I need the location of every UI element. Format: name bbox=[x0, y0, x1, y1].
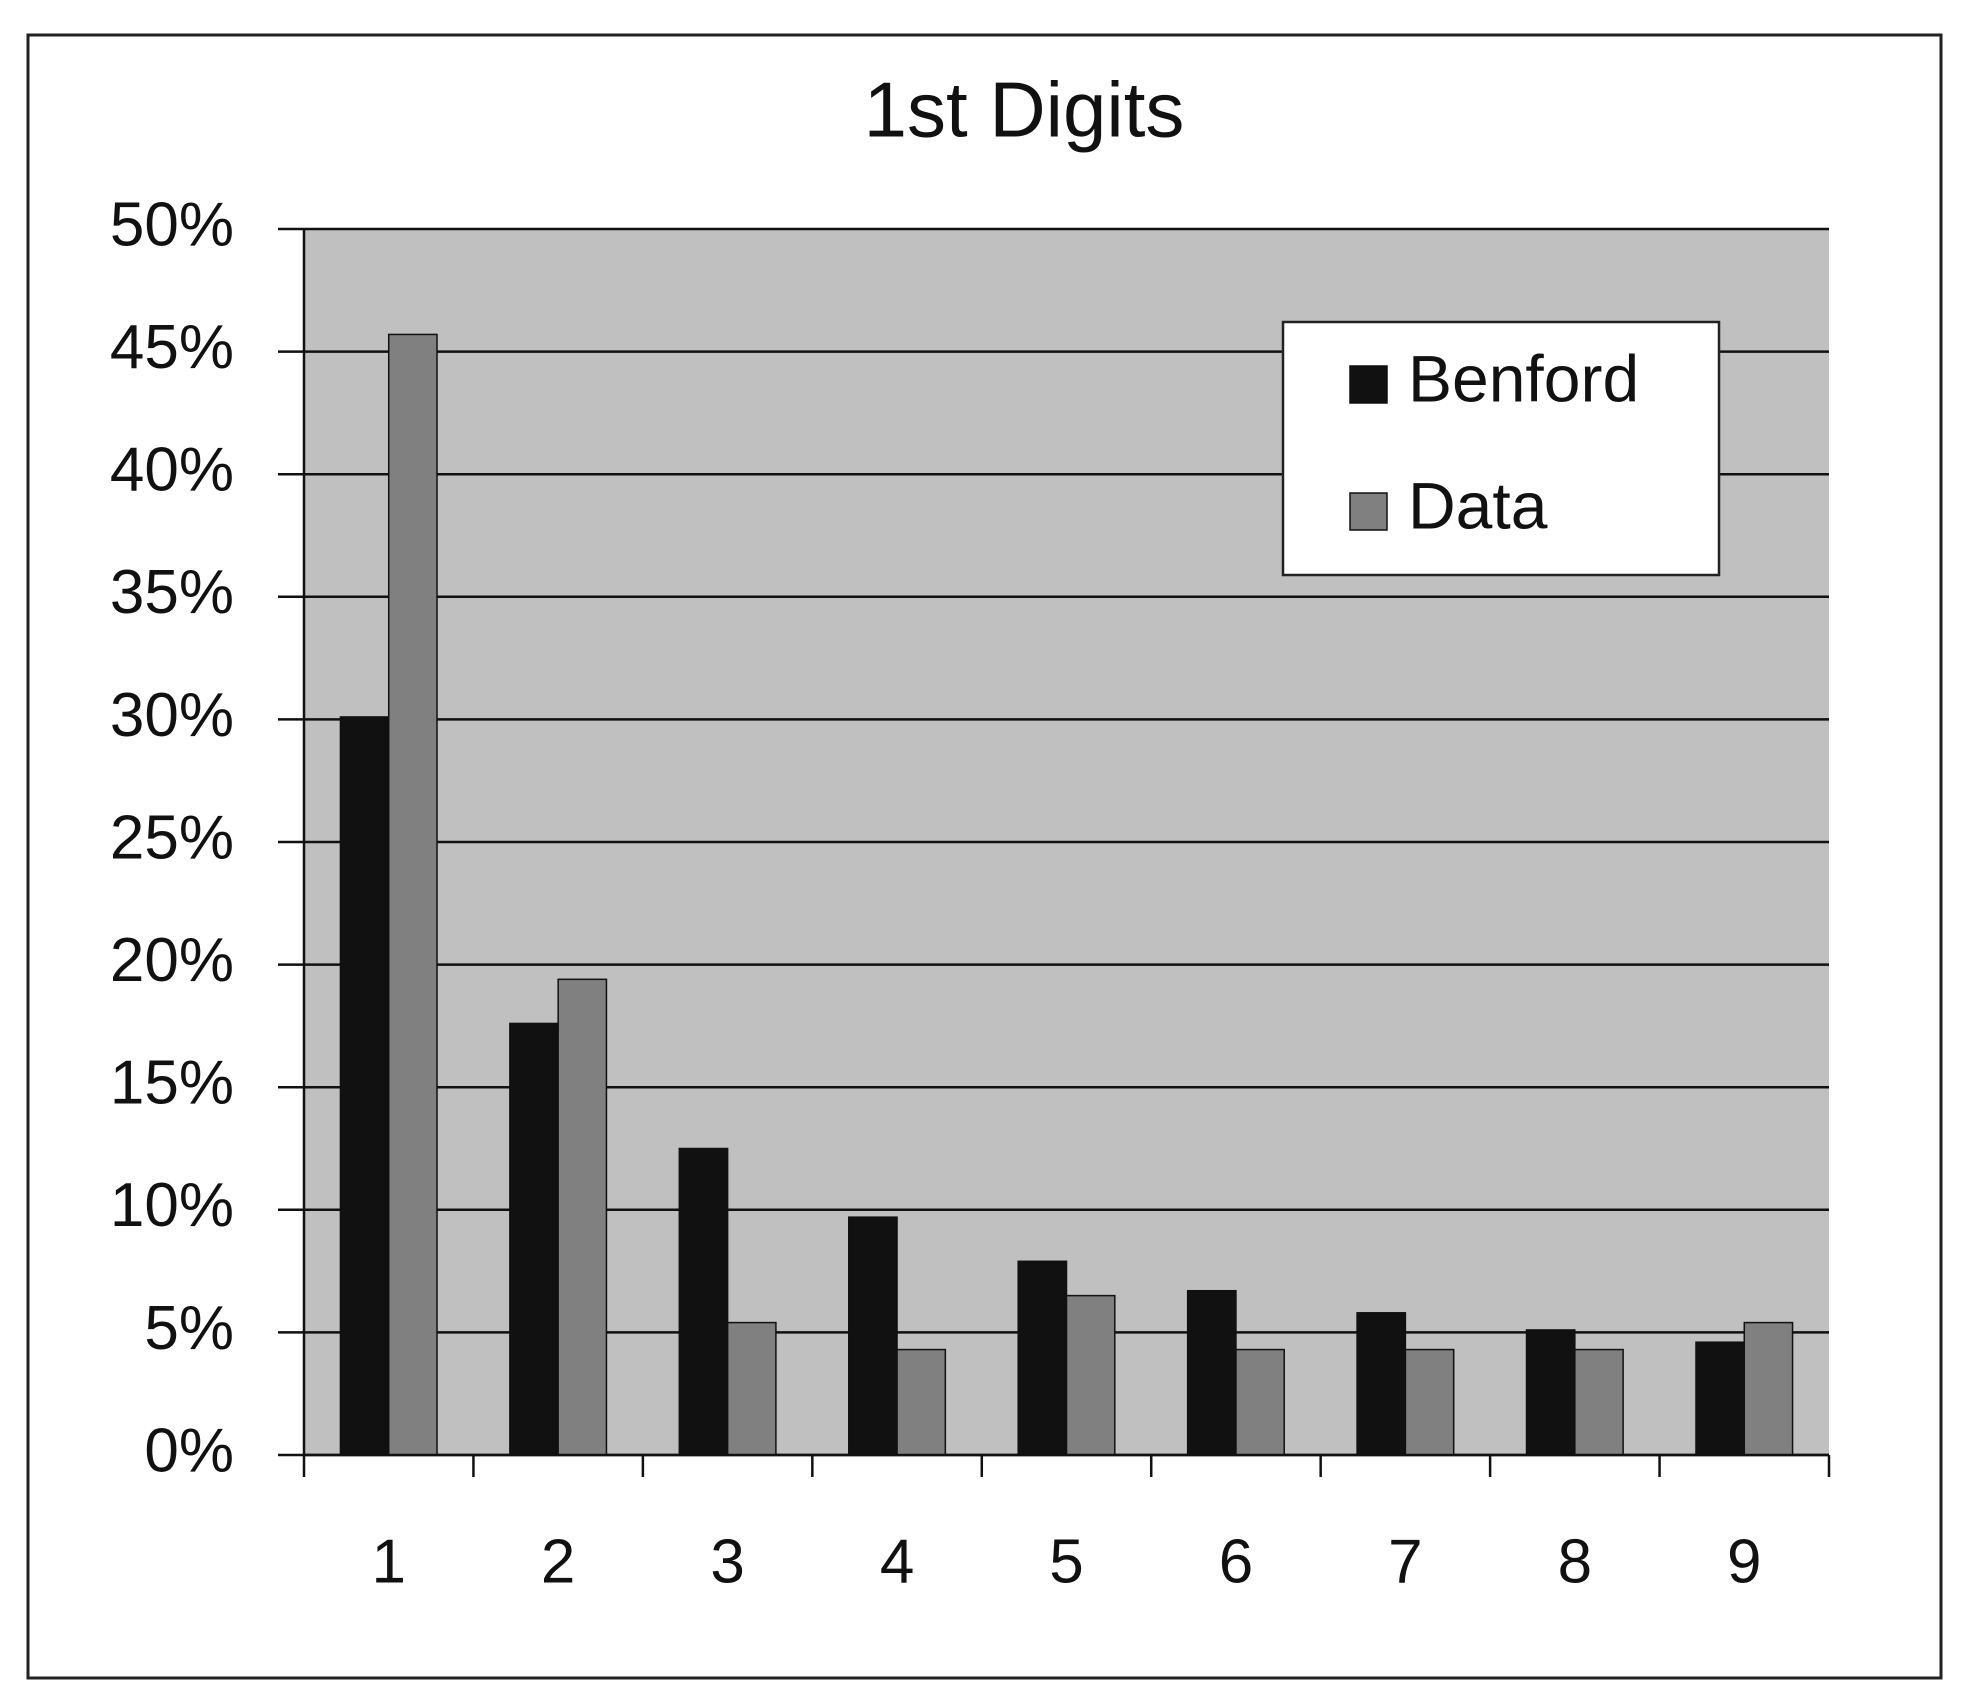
y-tick-label: 5% bbox=[144, 1294, 234, 1363]
y-tick-label: 40% bbox=[110, 436, 234, 505]
bar bbox=[1525, 1329, 1576, 1456]
y-tick-label: 25% bbox=[110, 803, 234, 872]
bar bbox=[1186, 1289, 1237, 1456]
y-tick-label: 10% bbox=[110, 1171, 234, 1240]
bar bbox=[1404, 1348, 1455, 1456]
bar bbox=[1017, 1260, 1068, 1456]
legend-label: Benford bbox=[1408, 341, 1639, 415]
bar bbox=[1235, 1348, 1285, 1456]
x-tick-label: 8 bbox=[1558, 1527, 1592, 1596]
legend-swatch bbox=[1349, 492, 1388, 531]
y-tick-label: 35% bbox=[110, 558, 234, 627]
y-tick-label: 45% bbox=[110, 313, 234, 382]
bar bbox=[848, 1216, 898, 1456]
bar bbox=[509, 1022, 559, 1456]
bar bbox=[1065, 1294, 1116, 1456]
x-tick-label: 1 bbox=[371, 1527, 405, 1596]
x-tick-label: 3 bbox=[710, 1527, 744, 1596]
y-tick-label: 20% bbox=[110, 926, 234, 995]
legend-label: Data bbox=[1408, 468, 1548, 542]
x-tick-label: 2 bbox=[541, 1527, 575, 1596]
bar bbox=[339, 716, 390, 1456]
x-tick-label: 5 bbox=[1049, 1527, 1083, 1596]
x-tick-label: 6 bbox=[1219, 1527, 1253, 1596]
x-tick-label: 9 bbox=[1727, 1527, 1761, 1596]
x-tick-label: 7 bbox=[1388, 1527, 1422, 1596]
bar bbox=[896, 1348, 947, 1456]
chart-title: 1st Digits bbox=[864, 66, 1185, 154]
bar bbox=[726, 1321, 777, 1456]
bar bbox=[678, 1147, 729, 1456]
bar bbox=[1743, 1321, 1794, 1456]
legend-box bbox=[1281, 320, 1721, 577]
y-tick-label: 15% bbox=[110, 1049, 234, 1118]
legend-swatch bbox=[1349, 365, 1388, 404]
y-tick-label: 30% bbox=[110, 681, 234, 750]
bar bbox=[1356, 1312, 1407, 1456]
bar bbox=[387, 333, 438, 1456]
bar bbox=[557, 978, 608, 1456]
x-tick-label: 4 bbox=[880, 1527, 914, 1596]
bar bbox=[1695, 1341, 1746, 1456]
bar bbox=[1574, 1348, 1624, 1456]
y-tick-label: 0% bbox=[144, 1416, 234, 1485]
y-tick-label: 50% bbox=[110, 190, 234, 259]
